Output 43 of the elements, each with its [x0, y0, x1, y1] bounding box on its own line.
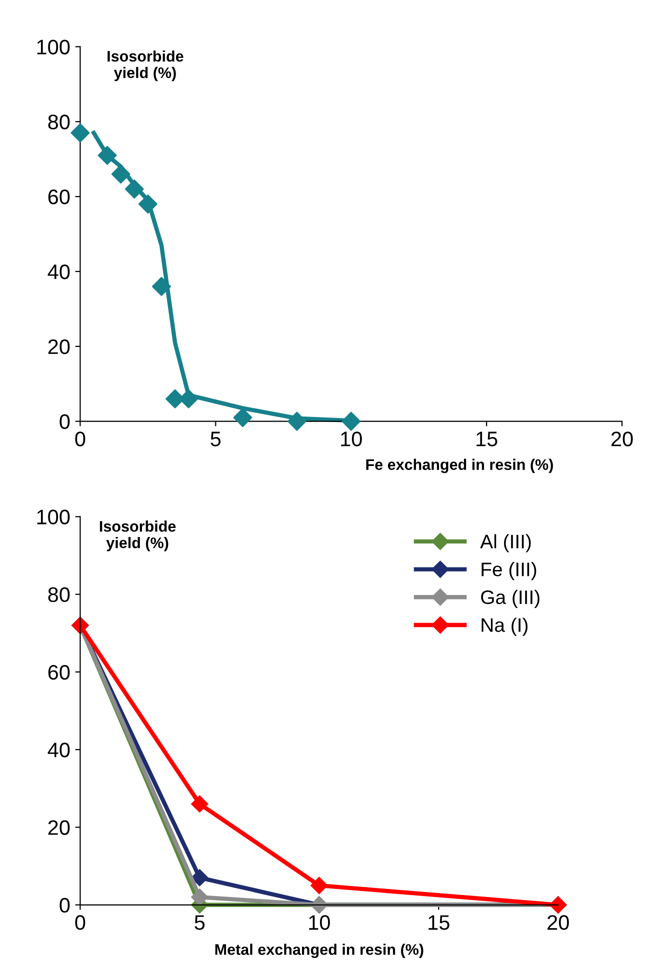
point [111, 164, 130, 184]
y-axis-title: Isosorbide yield (%) [100, 520, 176, 552]
point [191, 869, 208, 886]
x-axis-title: Fe exchanged in resin (%) [366, 458, 553, 474]
x-axis-title: Metal exchanged in resin (%) [215, 944, 424, 958]
point [98, 146, 117, 165]
y-tick-label: 100 [37, 510, 70, 524]
x-tick-label: 10 [341, 432, 362, 446]
y-tick-label: 100 [37, 40, 70, 54]
x-tick-label: 5 [194, 915, 205, 930]
x-tick-label: 20 [548, 915, 569, 930]
x-tick-label: 10 [309, 915, 330, 930]
y-tick-label: 0 [60, 414, 70, 430]
y-tick-label: 80 [48, 587, 70, 602]
y-tick-label: 40 [48, 264, 70, 280]
point [191, 888, 208, 906]
x-tick-label: 20 [611, 432, 633, 446]
legend-label: Na (I) [482, 618, 528, 636]
point [342, 412, 361, 431]
x-tick-label: 5 [210, 432, 221, 446]
x-tick-label: 15 [428, 915, 450, 930]
x-tick-label: 15 [476, 432, 498, 446]
point [152, 276, 171, 296]
x-tick-label: 0 [75, 432, 86, 446]
legend-label: Fe (III) [482, 562, 536, 580]
y-tick-label: 20 [48, 339, 70, 354]
y-tick-label: 60 [48, 664, 70, 680]
y-tick-label: 0 [60, 898, 70, 913]
point [191, 795, 208, 813]
y-tick-label: 40 [48, 742, 70, 758]
point [310, 876, 328, 894]
y-tick-label: 80 [48, 114, 70, 130]
y-axis-title: Isosorbide yield (%) [108, 50, 184, 82]
legend-label: Al (III) [480, 534, 531, 552]
point [287, 412, 306, 431]
point [233, 408, 252, 428]
point [138, 194, 158, 214]
x-tick-label: 0 [75, 915, 86, 930]
y-tick-label: 20 [48, 820, 70, 835]
point [124, 180, 144, 199]
point [70, 123, 90, 142]
legend-label: Ga (III) [481, 590, 540, 608]
y-tick-label: 60 [48, 190, 70, 204]
